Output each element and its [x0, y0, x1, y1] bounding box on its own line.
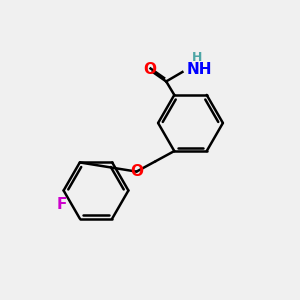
- Text: NH: NH: [187, 62, 212, 77]
- Text: O: O: [130, 164, 143, 179]
- Text: H: H: [192, 51, 202, 64]
- Text: F: F: [57, 197, 68, 212]
- Text: O: O: [143, 62, 157, 77]
